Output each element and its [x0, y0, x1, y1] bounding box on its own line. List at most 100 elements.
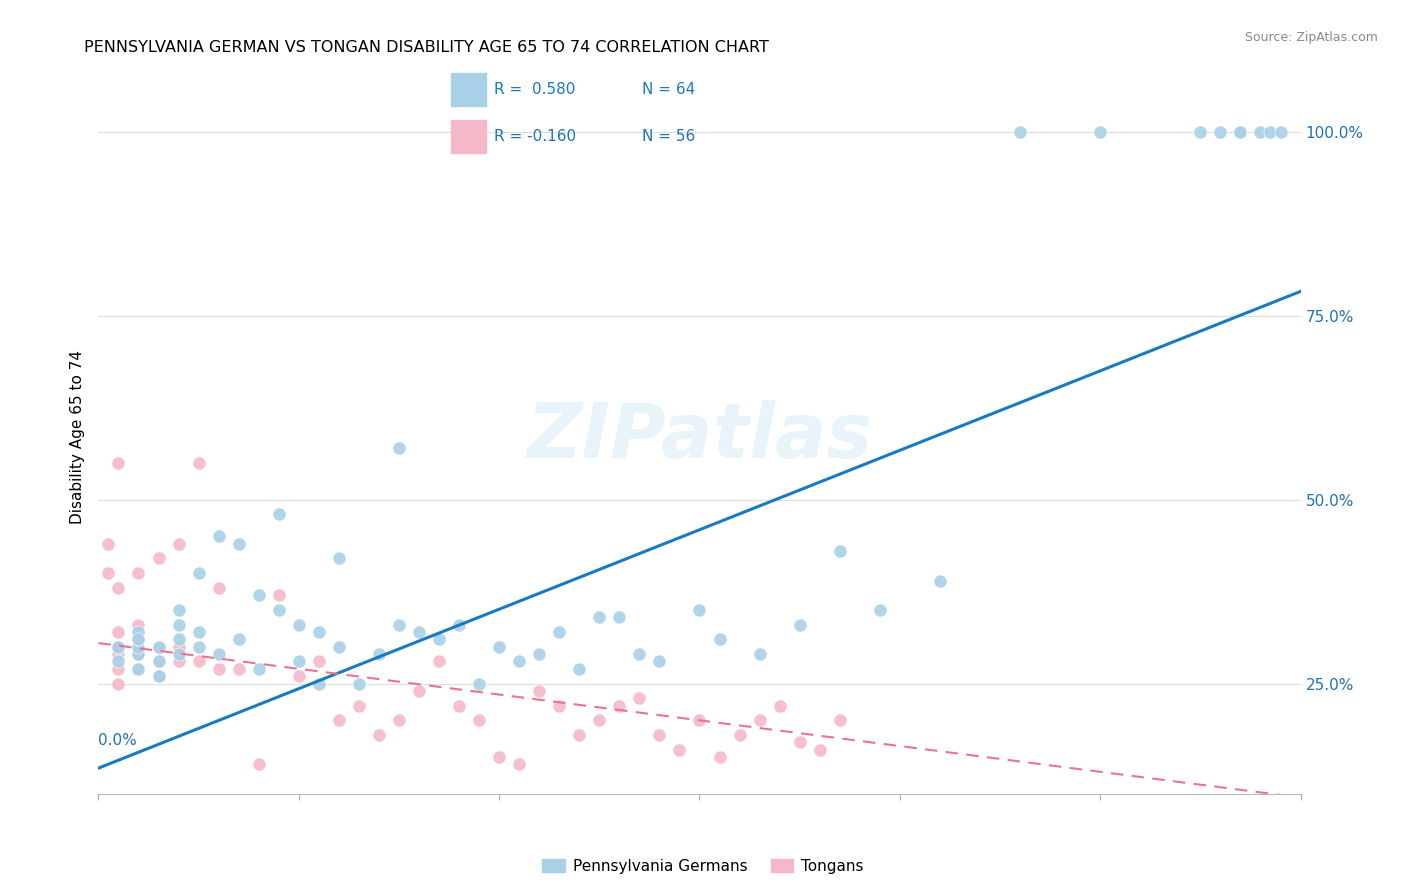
Point: [427, 655, 450, 669]
Point: [128, 632, 150, 647]
Point: [789, 735, 811, 749]
Point: [929, 574, 952, 588]
Point: [187, 625, 209, 640]
Point: [107, 655, 129, 669]
Y-axis label: Disability Age 65 to 74: Disability Age 65 to 74: [69, 350, 84, 524]
Point: [789, 617, 811, 632]
Point: [748, 647, 770, 661]
Text: R = -0.160: R = -0.160: [494, 128, 575, 144]
Point: [97, 537, 120, 551]
Point: [808, 743, 831, 757]
Point: [148, 640, 170, 654]
Point: [107, 581, 129, 595]
Point: [167, 655, 190, 669]
Point: [828, 714, 851, 728]
Point: [1209, 125, 1232, 139]
Point: [529, 684, 551, 698]
Point: [388, 617, 411, 632]
Point: [308, 655, 330, 669]
Point: [1088, 125, 1111, 139]
Point: [107, 640, 129, 654]
Point: [488, 640, 510, 654]
Point: [447, 617, 470, 632]
Bar: [451, 73, 485, 105]
Point: [347, 698, 370, 713]
Point: [648, 728, 671, 742]
Point: [828, 544, 851, 558]
Point: [328, 640, 350, 654]
Point: [107, 625, 129, 640]
Point: [247, 588, 270, 602]
Point: [1229, 125, 1251, 139]
Point: [167, 647, 190, 661]
Point: [208, 647, 231, 661]
Point: [468, 676, 491, 690]
Text: Source: ZipAtlas.com: Source: ZipAtlas.com: [1244, 31, 1378, 45]
Point: [228, 662, 250, 676]
Point: [187, 640, 209, 654]
Point: [408, 684, 430, 698]
Point: [148, 655, 170, 669]
Point: [187, 456, 209, 470]
Point: [107, 640, 129, 654]
Point: [267, 508, 290, 522]
Point: [468, 714, 491, 728]
Point: [1229, 125, 1251, 139]
Point: [107, 662, 129, 676]
Point: [148, 669, 170, 683]
Point: [748, 714, 770, 728]
Point: [548, 625, 571, 640]
Point: [148, 551, 170, 566]
Point: [728, 728, 751, 742]
Point: [628, 691, 651, 706]
Legend: Pennsylvania Germans, Tongans: Pennsylvania Germans, Tongans: [536, 853, 870, 880]
Point: [347, 676, 370, 690]
Point: [508, 757, 530, 772]
Point: [1270, 125, 1292, 139]
Point: [148, 669, 170, 683]
Point: [529, 647, 551, 661]
Text: ZIPatlas: ZIPatlas: [526, 401, 873, 474]
Point: [388, 714, 411, 728]
Point: [288, 669, 311, 683]
Point: [368, 647, 391, 661]
Point: [148, 655, 170, 669]
Point: [228, 632, 250, 647]
Point: [688, 603, 710, 617]
Point: [609, 610, 631, 624]
Point: [427, 632, 450, 647]
Point: [128, 662, 150, 676]
Point: [97, 566, 120, 581]
Text: N = 64: N = 64: [643, 81, 696, 96]
Point: [228, 537, 250, 551]
Point: [128, 566, 150, 581]
Point: [1010, 125, 1032, 139]
Point: [107, 676, 129, 690]
Text: N = 56: N = 56: [643, 128, 696, 144]
Point: [128, 625, 150, 640]
Text: R =  0.580: R = 0.580: [494, 81, 575, 96]
Point: [408, 625, 430, 640]
Point: [167, 640, 190, 654]
Point: [128, 647, 150, 661]
Point: [107, 456, 129, 470]
Point: [328, 551, 350, 566]
Point: [107, 647, 129, 661]
Point: [267, 603, 290, 617]
Point: [709, 632, 731, 647]
Point: [1189, 125, 1212, 139]
Point: [247, 757, 270, 772]
Point: [568, 728, 591, 742]
Point: [308, 676, 330, 690]
Point: [167, 632, 190, 647]
Point: [609, 698, 631, 713]
Point: [388, 441, 411, 455]
Bar: [451, 120, 485, 153]
Point: [187, 655, 209, 669]
Point: [368, 728, 391, 742]
Point: [588, 610, 610, 624]
Point: [488, 750, 510, 764]
Point: [1260, 125, 1282, 139]
Point: [709, 750, 731, 764]
Point: [288, 655, 311, 669]
